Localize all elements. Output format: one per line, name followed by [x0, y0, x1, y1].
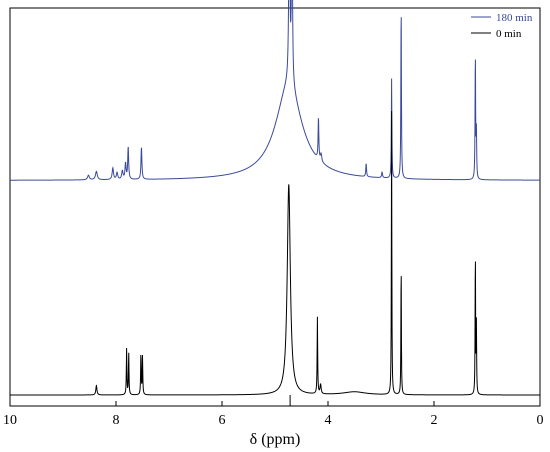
- legend: 180 min 0 min: [471, 12, 533, 40]
- spectrum-line-series-2: [10, 111, 540, 396]
- x-tick-label: 0: [537, 413, 544, 428]
- plot-area-frame: [9, 7, 541, 407]
- x-tick-label: 6: [219, 413, 226, 428]
- x-axis-label: δ (ppm): [250, 431, 301, 448]
- legend-label-series-2: 0 min: [496, 28, 522, 40]
- x-tick-label: 8: [113, 413, 120, 428]
- x-axis-ticks: 10 8 6 4 2 0: [3, 401, 544, 428]
- legend-label-series-1: 180 min: [496, 12, 533, 24]
- series-layer: [10, 0, 540, 406]
- x-tick-label: 2: [431, 413, 438, 428]
- x-tick-label: 10: [3, 413, 17, 428]
- spectrum-line-series-1: [10, 0, 540, 181]
- x-tick-label: 4: [325, 413, 332, 428]
